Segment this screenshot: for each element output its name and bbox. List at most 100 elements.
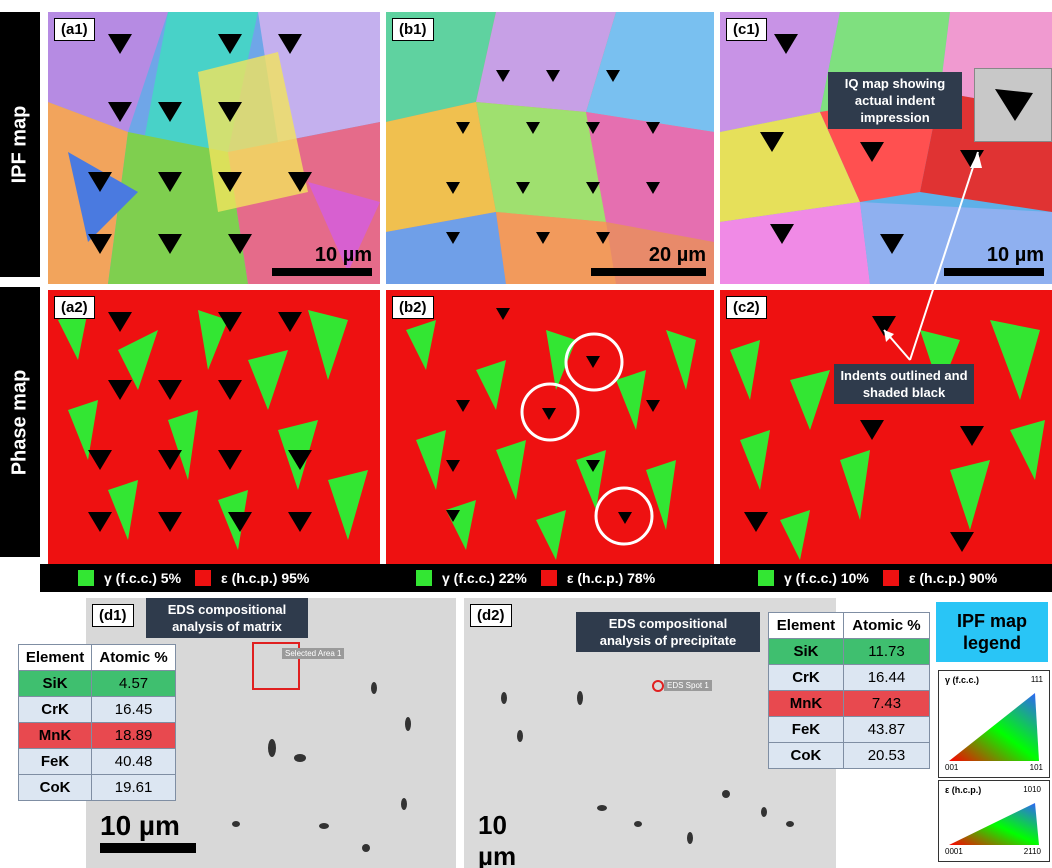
panel-label-d2: (d2) bbox=[470, 604, 512, 627]
value-cell: 43.87 bbox=[842, 716, 931, 743]
panel-b2: (b2) bbox=[386, 290, 714, 564]
table-row: FeK 40.48 bbox=[17, 748, 176, 775]
col-header-element: Element bbox=[17, 644, 93, 671]
ipf-legend-hcp: ε (h.c.p.) 1010 0001 2110 bbox=[938, 780, 1050, 862]
iq-callout: IQ map showing actual indent impression bbox=[828, 72, 962, 129]
ipf-legend-fcc: γ (f.c.c.) 111 001 101 bbox=[938, 670, 1050, 778]
legend-group-3: γ (f.c.c.) 10% ε (h.c.p.) 90% bbox=[758, 570, 997, 586]
table-row: CoK 20.53 bbox=[768, 742, 931, 769]
selected-area-box bbox=[252, 642, 300, 690]
phase-map-c2 bbox=[720, 290, 1052, 564]
eds-table-precipitate: Element Atomic % SiK 11.73 CrK 16.44 MnK 7.… bbox=[768, 612, 931, 769]
table-row: SiK 11.73 bbox=[768, 638, 931, 665]
row-label-phase: Phase map bbox=[0, 287, 40, 557]
element-cell: SiK bbox=[768, 638, 844, 665]
ipf-hcp-corner-1010: 1010 bbox=[1023, 785, 1041, 794]
row-label-phase-text: Phase map bbox=[8, 369, 31, 475]
legend-eps-1: ε (h.c.p.) 95% bbox=[221, 570, 310, 586]
ipf-fcc-corner-111: 111 bbox=[1030, 675, 1043, 684]
phase-map-b2 bbox=[386, 290, 714, 564]
scale-bar-d2-text: 10 µm bbox=[478, 810, 517, 868]
table-header-row: Element Atomic % bbox=[17, 644, 176, 671]
ipf-fcc-corner-001: 001 bbox=[945, 763, 959, 772]
scale-bar-d1-text: 10 µm bbox=[100, 810, 180, 841]
value-cell: 19.61 bbox=[91, 774, 176, 801]
ipf-hcp-corner-2110: 2110 bbox=[1023, 847, 1041, 856]
eds-precip-callout: EDS compositional analysis of precipitat… bbox=[576, 612, 760, 652]
eds-matrix-callout: EDS compositional analysis of matrix bbox=[146, 598, 308, 638]
scale-bar-b1: 20 µm bbox=[591, 244, 706, 276]
table-row: MnK 18.89 bbox=[17, 722, 176, 749]
legend-group-1: γ (f.c.c.) 5% ε (h.c.p.) 95% bbox=[78, 570, 309, 586]
gamma-swatch bbox=[78, 570, 94, 586]
table-row: CoK 19.61 bbox=[17, 774, 176, 801]
ipf-hcp-label: ε (h.c.p.) bbox=[945, 785, 982, 795]
element-cell: FeK bbox=[768, 716, 844, 743]
legend-eps-2: ε (h.c.p.) 78% bbox=[566, 570, 656, 586]
scale-bar-a1-text: 10 µm bbox=[314, 244, 372, 266]
ipf-fcc-label: γ (f.c.c.) bbox=[945, 675, 980, 685]
scale-bar-c1: 10 µm bbox=[944, 244, 1044, 276]
eds-spot-label: EDS Spot 1 bbox=[664, 680, 712, 691]
phase-legend-bar: γ (f.c.c.) 5% ε (h.c.p.) 95% γ (f.c.c.) … bbox=[40, 564, 1052, 592]
ipf-hcp-corner-0001: 0001 bbox=[945, 847, 963, 856]
element-cell: CrK bbox=[17, 696, 93, 723]
element-cell: CrK bbox=[768, 664, 844, 691]
element-cell: CoK bbox=[768, 742, 844, 769]
panel-a2: (a2) bbox=[48, 290, 380, 564]
table-header-row: Element Atomic % bbox=[768, 612, 931, 639]
panel-label-b1: (b1) bbox=[392, 18, 434, 41]
epsilon-swatch bbox=[195, 570, 212, 586]
table-row: CrK 16.44 bbox=[768, 664, 931, 691]
col-header-atomic: Atomic % bbox=[842, 612, 931, 639]
scale-bar-b1-text: 20 µm bbox=[648, 244, 706, 266]
panel-label-d1: (d1) bbox=[92, 604, 134, 627]
value-cell: 16.44 bbox=[842, 664, 931, 691]
panel-label-a2: (a2) bbox=[54, 296, 95, 319]
value-cell: 11.73 bbox=[842, 638, 931, 665]
table-row: CrK 16.45 bbox=[17, 696, 176, 723]
scale-bar-d1: 10 µm bbox=[100, 810, 196, 853]
legend-eps-3: ε (h.c.p.) 90% bbox=[908, 570, 998, 586]
row-label-ipf-text: IPF map bbox=[8, 105, 31, 184]
value-cell: 16.45 bbox=[91, 696, 176, 723]
value-cell: 7.43 bbox=[842, 690, 931, 717]
ipf-fcc-corner-101: 101 bbox=[1029, 763, 1043, 772]
ipf-map-b1 bbox=[386, 12, 714, 284]
scale-bar-d2: 10 µm bbox=[478, 810, 552, 868]
panel-label-a1: (a1) bbox=[54, 18, 95, 41]
table-row: FeK 43.87 bbox=[768, 716, 931, 743]
iq-inset-image bbox=[974, 68, 1052, 142]
legend-group-2: γ (f.c.c.) 22% ε (h.c.p.) 78% bbox=[416, 570, 655, 586]
table-row: SiK 4.57 bbox=[17, 670, 176, 697]
panel-label-b2: (b2) bbox=[392, 296, 434, 319]
epsilon-swatch bbox=[540, 570, 557, 586]
element-cell: MnK bbox=[17, 722, 93, 749]
phase-map-a2 bbox=[48, 290, 380, 564]
ipf-hcp-triangle bbox=[949, 803, 1039, 845]
scale-bar-a1: 10 µm bbox=[272, 244, 372, 276]
element-cell: CoK bbox=[17, 774, 93, 801]
panel-a1: (a1) 10 µm bbox=[48, 12, 380, 284]
panel-b1: (b1) 20 µm bbox=[386, 12, 714, 284]
ipf-map-a1 bbox=[48, 12, 380, 284]
value-cell: 18.89 bbox=[91, 722, 176, 749]
value-cell: 40.48 bbox=[91, 748, 176, 775]
value-cell: 20.53 bbox=[842, 742, 931, 769]
indents-callout: Indents outlined and shaded black bbox=[834, 364, 974, 404]
eds-table-matrix: Element Atomic % SiK 4.57 CrK 16.45 MnK 18.… bbox=[17, 644, 176, 801]
legend-gamma-1: γ (f.c.c.) 5% bbox=[104, 570, 182, 586]
legend-gamma-3: γ (f.c.c.) 10% bbox=[784, 570, 869, 586]
element-cell: FeK bbox=[17, 748, 93, 775]
epsilon-swatch bbox=[882, 570, 899, 586]
ipf-legend-title: IPF map legend bbox=[936, 602, 1048, 662]
element-cell: MnK bbox=[768, 690, 844, 717]
panel-label-c2: (c2) bbox=[726, 296, 767, 319]
table-row: MnK 7.43 bbox=[768, 690, 931, 717]
ipf-fcc-triangle bbox=[949, 693, 1039, 761]
col-header-element: Element bbox=[768, 612, 844, 639]
scale-bar-c1-text: 10 µm bbox=[986, 244, 1044, 266]
gamma-swatch bbox=[758, 570, 774, 586]
row-label-ipf: IPF map bbox=[0, 12, 40, 277]
legend-gamma-2: γ (f.c.c.) 22% bbox=[442, 570, 527, 586]
